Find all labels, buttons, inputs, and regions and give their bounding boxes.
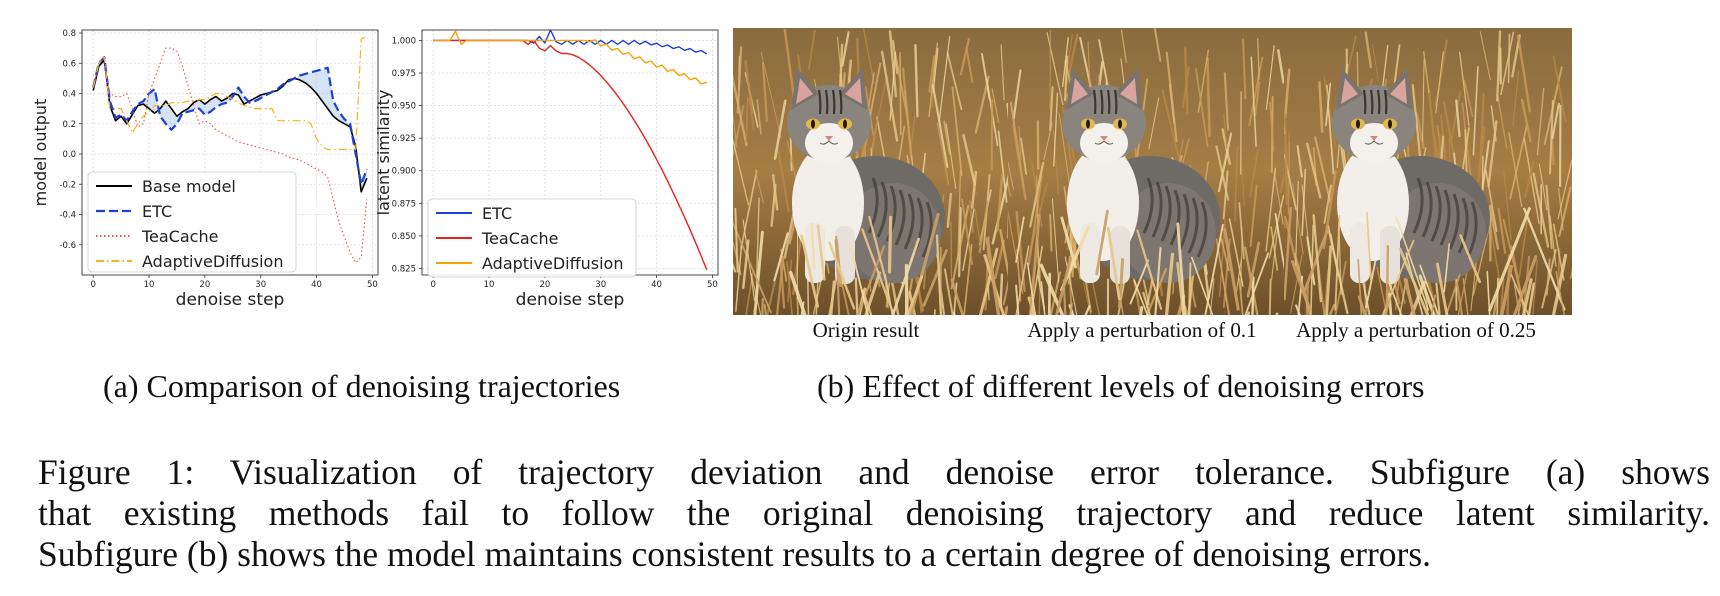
image-caption-origin: Origin result (812, 318, 920, 342)
cat-image-origin (733, 28, 1021, 315)
x-tick-label: 10 (484, 280, 495, 290)
y-tick-label: 0.975 (392, 69, 416, 79)
series-line-etc (433, 29, 708, 55)
y-tick-label: 0.950 (392, 102, 416, 112)
legend-label: TeaCache (141, 227, 218, 246)
x-axis-label: denoise step (176, 290, 285, 310)
y-tick-label: 0.875 (392, 199, 416, 209)
y-tick-label: -0.4 (59, 211, 76, 221)
legend-label: Base model (142, 177, 236, 196)
y-tick-label: -0.6 (59, 241, 76, 251)
latent-similarity-chart: 0 10 20 30 40 50 0.825 0.850 0.875 0.900 0.925 0.95… (375, 29, 719, 310)
x-tick-label: 0 (90, 280, 95, 290)
y-tick-label: 0.850 (392, 232, 416, 242)
legend-box (87, 171, 297, 273)
x-tick-label: 30 (595, 280, 606, 290)
axes-frame (81, 29, 379, 276)
y-axis-label: model output (31, 99, 50, 207)
legend-label: ETC (142, 202, 172, 221)
legend-label: TeaCache (481, 229, 558, 248)
y-tick-label: 0.925 (392, 134, 416, 144)
x-tick-label: 20 (199, 280, 210, 290)
x-tick-label: 0 (430, 280, 435, 290)
y-tick-label: 0.0 (62, 150, 76, 160)
legend-label: ETC (482, 204, 512, 223)
y-axis-label: latent similarity (375, 90, 393, 216)
y-tick-label: 0.4 (62, 90, 76, 100)
y-tick-label: 0.825 (392, 264, 416, 274)
legend-label: AdaptiveDiffusion (142, 252, 283, 271)
x-tick-label: 20 (539, 280, 550, 290)
subcaption-a: (a) Comparison of denoising trajectories (103, 368, 621, 404)
image-caption-perturb-0.1: Apply a perturbation of 0.1 (1027, 318, 1257, 342)
x-tick-label: 40 (311, 280, 322, 290)
cat-image-perturb-0.25 (1284, 28, 1572, 315)
series-line-etc (92, 56, 368, 186)
x-tick-label: 50 (367, 280, 378, 290)
x-axis-label: denoise step (516, 290, 625, 310)
x-tick-label: 10 (144, 280, 155, 290)
subcaption-b: (b) Effect of different levels of denois… (817, 368, 1425, 404)
y-tick-label: -0.2 (59, 180, 76, 190)
caption-line: Subfigure (b) shows the model maintains … (38, 534, 1432, 574)
y-tick-label: 0.8 (62, 29, 76, 39)
caption-line: that existing methods fail to follow the… (38, 493, 1710, 533)
image-caption-perturb-0.25: Apply a perturbation of 0.25 (1296, 318, 1536, 342)
series-line-adaptivediffusion (92, 35, 368, 151)
legend-label: AdaptiveDiffusion (482, 254, 623, 273)
series-line-base model (92, 59, 368, 193)
y-tick-label: 1.000 (392, 36, 416, 46)
series-line-adaptivediffusion (433, 30, 708, 85)
y-tick-label: 0.6 (62, 59, 76, 69)
cat-image-perturb-0.1 (1008, 28, 1296, 315)
x-tick-label: 30 (255, 280, 266, 290)
x-tick-label: 50 (707, 280, 718, 290)
caption-line: Figure 1: Visualization of trajectory de… (38, 452, 1710, 492)
y-tick-label: 0.2 (62, 120, 76, 130)
legend-box (427, 198, 637, 278)
model-output-chart: 0 10 20 30 40 50 -0.6 -0.4 -0.2 0.0 0.2 0.4 0.6 0.8 de… (31, 29, 379, 310)
figure-caption: Figure 1: Visualization of trajectory de… (38, 452, 1710, 575)
x-tick-label: 40 (651, 280, 662, 290)
y-tick-label: 0.900 (392, 167, 416, 177)
series-line-teacache (92, 47, 368, 264)
